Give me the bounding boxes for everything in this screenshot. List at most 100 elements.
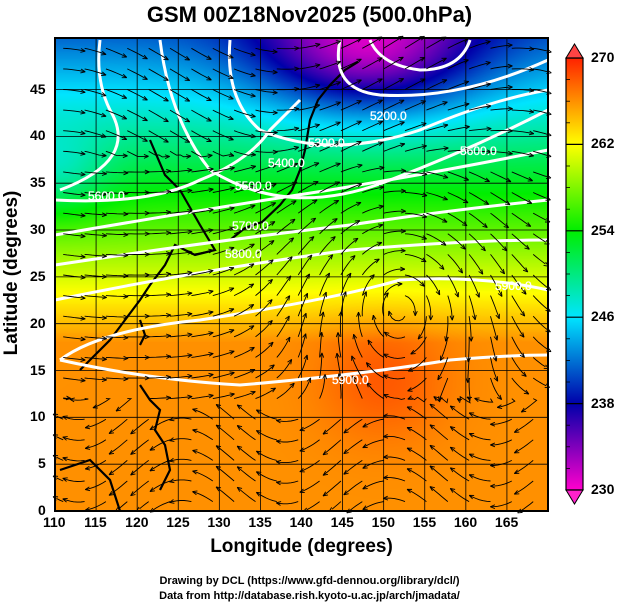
streamline [105, 150, 128, 157]
streamline [468, 212, 488, 228]
streamline [212, 150, 235, 157]
streamline [63, 171, 86, 176]
streamline [63, 356, 86, 361]
streamline [169, 230, 193, 235]
streamline [84, 109, 107, 117]
streamline [255, 299, 273, 317]
streamline-arrowhead [250, 165, 257, 170]
streamline-arrowhead [490, 421, 496, 427]
streamline [340, 272, 352, 296]
streamline-arrowhead [478, 269, 484, 275]
colorbar-min-extend-triangle [565, 489, 584, 505]
streamline-arrowhead [480, 246, 486, 252]
streamline-arrowhead [362, 443, 368, 449]
streamline [169, 169, 193, 173]
streamline-arrowhead [335, 81, 342, 86]
streamline [429, 424, 449, 441]
plot-frame [54, 37, 549, 512]
streamline-arrowhead [468, 336, 474, 342]
streamline [233, 185, 256, 193]
streamline-arrowhead [187, 311, 193, 317]
streamline-arrowhead [255, 491, 262, 497]
streamline-arrowhead [374, 258, 380, 264]
streamline [84, 336, 107, 340]
streamline [191, 394, 214, 400]
streamline [297, 217, 316, 235]
streamline-arrowhead [335, 141, 341, 146]
streamline-arrowhead [236, 425, 243, 431]
streamline [85, 460, 107, 470]
streamline [447, 80, 469, 90]
coastline-philippines [139, 384, 172, 491]
streamline [343, 460, 363, 475]
streamline-arrowhead [490, 504, 496, 510]
streamline [384, 331, 406, 339]
streamline [340, 58, 362, 70]
streamline-arrowhead [80, 377, 86, 383]
streamline [63, 68, 86, 73]
streamline [532, 295, 548, 310]
streamline [255, 279, 273, 296]
streamline [236, 445, 256, 461]
streamline [63, 315, 86, 320]
streamline-arrowhead [248, 283, 255, 289]
streamline [191, 47, 212, 60]
streamline-arrowhead [123, 273, 129, 279]
streamline [490, 233, 508, 252]
streamline-arrowhead [123, 232, 129, 238]
streamline [69, 398, 89, 401]
streamline [256, 492, 277, 503]
streamline-arrowhead [286, 275, 292, 281]
streamline [383, 353, 406, 359]
streamline [256, 471, 277, 482]
streamline-arrowhead [294, 106, 300, 112]
streamline-arrowhead [208, 331, 214, 336]
streamline-arrowhead [422, 192, 428, 198]
streamline [490, 336, 497, 362]
streamline-arrowhead [303, 292, 309, 299]
streamline-arrowhead [228, 308, 235, 313]
streamline [417, 316, 427, 340]
streamline-arrowhead [383, 353, 389, 359]
streamline-arrowhead [101, 171, 107, 176]
streamline [336, 353, 342, 379]
streamline-arrowhead [142, 116, 148, 122]
streamline-arrowhead [485, 40, 491, 45]
streamline [426, 212, 448, 223]
streamline-arrowhead [482, 222, 488, 228]
contour-label: 5200.0 [370, 109, 407, 123]
streamline-arrowhead [184, 97, 191, 102]
streamline [362, 242, 382, 255]
streamline-arrowhead [80, 254, 86, 259]
streamline [404, 274, 425, 287]
streamline-arrowhead [272, 69, 278, 75]
streamline-arrowhead [80, 89, 86, 94]
streamline [148, 89, 169, 102]
streamline-arrowhead [449, 315, 455, 321]
streamline [105, 377, 129, 380]
streamline-arrowhead [184, 55, 191, 61]
streamline [383, 190, 406, 193]
streamline-arrowhead [496, 394, 503, 401]
streamline-arrowhead [343, 428, 349, 434]
streamline [532, 315, 548, 331]
streamline-arrowhead [322, 429, 329, 435]
streamline-arrowhead [383, 433, 389, 439]
streamline-arrowhead [165, 189, 172, 195]
streamline [439, 336, 449, 361]
streamline-arrowhead [525, 222, 532, 227]
streamline-arrowhead [80, 336, 86, 342]
streamline-arrowhead [315, 63, 321, 68]
y-tick-label: 20 [30, 314, 46, 331]
streamline-arrowhead [383, 454, 389, 460]
streamline-arrowhead [398, 56, 404, 62]
streamline-arrowhead [208, 248, 214, 254]
streamline-arrowhead [474, 397, 480, 402]
streamline [383, 250, 406, 255]
streamline [298, 104, 321, 111]
streamline [297, 254, 313, 276]
streamline [105, 130, 127, 140]
streamline-arrowhead [192, 408, 198, 413]
streamline [382, 292, 389, 317]
